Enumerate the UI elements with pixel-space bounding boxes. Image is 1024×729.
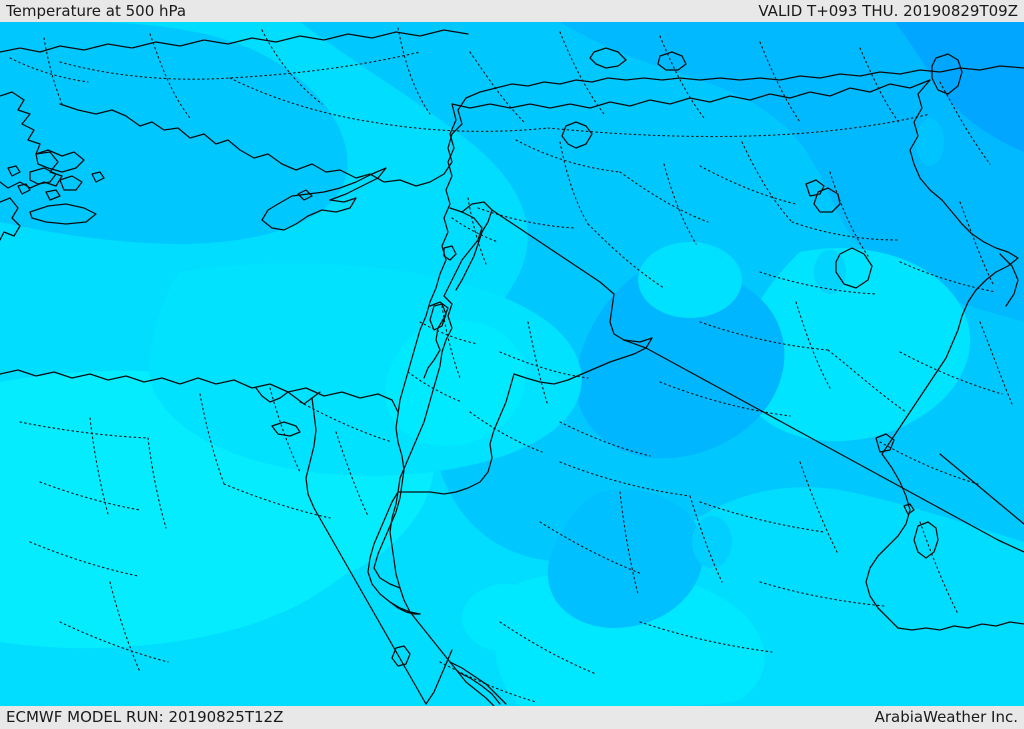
temp-cool-spot-b <box>814 250 846 294</box>
coast-egypt-north <box>0 369 399 413</box>
coast-arabia-west <box>457 671 501 705</box>
map-header-bar: Temperature at 500 hPa VALID T+093 THU. … <box>0 0 1024 22</box>
temp-band-cool-iraq <box>575 268 785 459</box>
lake-razzaza <box>835 247 873 289</box>
model-run-label: ECMWF MODEL RUN: 20190825T12Z <box>6 708 284 726</box>
border-saudi-iraq <box>623 339 1024 553</box>
coast-greece-mainland <box>0 91 63 189</box>
temperature-field-svg <box>0 22 1024 706</box>
border-jordan-south <box>397 373 515 495</box>
coast-turkey-north <box>0 29 469 53</box>
coast-crete <box>29 203 97 225</box>
border-syria-jordan-iraq <box>491 209 615 295</box>
coast-cyprus-detail <box>297 189 313 201</box>
lake-nasser <box>391 645 411 667</box>
lake-ataturk <box>561 121 593 149</box>
valid-time-label: VALID T+093 THU. 20190829T09Z <box>758 2 1018 20</box>
coast-turkey-south <box>59 65 1024 187</box>
border-israel-jordan <box>397 295 453 493</box>
border-syria-iraq-jordan-tripoint <box>609 293 625 341</box>
coast-levant <box>395 103 457 499</box>
coast-island-small-c <box>45 189 61 201</box>
weather-map-canvas[interactable] <box>0 22 1024 706</box>
border-jordan-iraq-saudi <box>513 337 653 385</box>
coast-kuwait <box>875 433 895 453</box>
coast-nile-delta <box>255 387 321 405</box>
coast-bahrain <box>903 503 915 515</box>
dead-sea <box>429 303 447 331</box>
lake-urmia <box>931 53 963 95</box>
coast-island-small-a <box>7 165 21 177</box>
border-iran-inner <box>999 253 1019 307</box>
temp-band-warm-east-arabia <box>737 248 971 442</box>
coast-aegean-island-2 <box>29 167 57 185</box>
temp-band-cool-north-saudi <box>547 489 704 628</box>
coast-island-small-b <box>17 183 31 195</box>
page-title: Temperature at 500 hPa <box>6 2 187 20</box>
border-turkey-syria-iraq <box>451 79 931 109</box>
coast-cyprus <box>261 167 387 231</box>
nile-river <box>305 397 427 705</box>
lake-turkey-a <box>657 51 687 71</box>
map-footer-bar: ECMWF MODEL RUN: 20190825T12Z ArabiaWeat… <box>0 706 1024 729</box>
coast-iran-south <box>939 453 1024 525</box>
lake-assad <box>589 47 627 69</box>
coast-saudi-redsea <box>449 661 507 705</box>
border-israel-egypt-sinai <box>373 497 401 589</box>
coast-gulf-of-aqaba <box>399 587 467 683</box>
provider-credit-label: ArabiaWeather Inc. <box>874 708 1018 726</box>
border-lebanon <box>443 207 483 297</box>
coast-gulf-of-suez <box>367 491 421 615</box>
coast-sinai-west <box>389 491 401 589</box>
temp-band-cool-aegean <box>0 22 348 244</box>
admin-boundaries <box>9 27 1013 703</box>
coast-peloponnese <box>0 197 21 241</box>
lake-habbaniyah <box>805 179 825 197</box>
sea-of-galilee <box>443 245 457 261</box>
border-iraq-iran <box>881 79 1019 455</box>
temp-cool-spot-c <box>916 118 944 166</box>
temp-warm-spot-a <box>638 242 742 318</box>
coast-red-sea-east <box>465 681 495 706</box>
lake-qarun <box>271 421 301 437</box>
coast-aegean-island-3 <box>59 175 83 191</box>
temp-band-cool-turkey-iran <box>560 22 1024 322</box>
temperature-contour-bands <box>0 22 1024 706</box>
coast-island-small-d <box>91 171 105 183</box>
temp-band-warm-levant <box>385 319 526 446</box>
lake-tharthar <box>813 187 841 213</box>
coast-persian-gulf-west <box>865 453 911 629</box>
coast-qatar <box>913 521 939 559</box>
border-israel-west-bank <box>423 301 449 379</box>
coastlines-and-borders <box>0 29 1024 706</box>
coast-red-sea-west <box>425 649 453 705</box>
coast-uae <box>897 621 1024 631</box>
coast-sinai-tip <box>389 601 421 615</box>
temp-warm-spot-b <box>462 584 550 652</box>
temp-band-coolest-northeast <box>895 22 1024 152</box>
border-lebanon-syria-east <box>455 201 493 291</box>
coast-aegean-island-1 <box>35 149 85 173</box>
temp-cool-spot-a <box>692 516 732 568</box>
